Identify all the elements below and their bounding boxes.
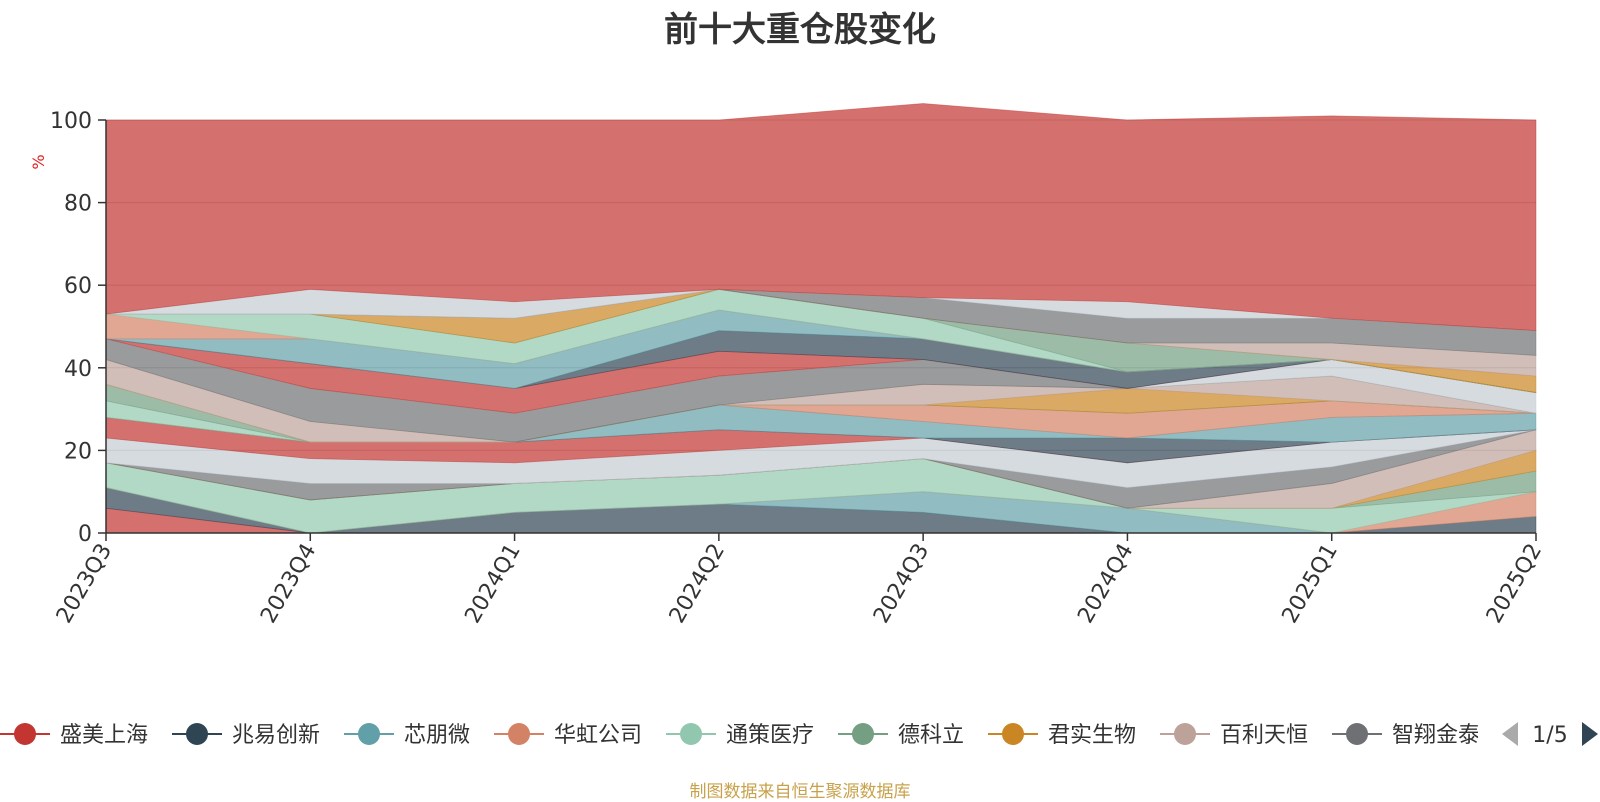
legend-label: 通策医疗	[726, 723, 814, 748]
legend-marker	[1002, 723, 1024, 745]
legend-item-3[interactable]: 芯朋微	[344, 723, 470, 748]
legend-label: 盛美上海	[60, 723, 148, 748]
legend-marker	[680, 723, 702, 745]
x-tick-label: 2023Q3	[52, 540, 117, 628]
y-tick-label: 20	[64, 439, 92, 464]
y-tick-label: 80	[64, 192, 92, 217]
legend-marker	[1174, 723, 1196, 745]
y-tick-label: 40	[64, 357, 92, 382]
y-tick-label: 0	[78, 522, 92, 547]
legend-marker	[852, 723, 874, 745]
legend-item-8[interactable]: 百利天恒	[1160, 723, 1308, 748]
legend-item-6[interactable]: 德科立	[838, 723, 964, 748]
legend-label: 芯朋微	[404, 723, 470, 748]
legend-marker	[14, 723, 36, 745]
legend-pager: 1/5	[1502, 722, 1598, 748]
legend-item-9[interactable]: 智翔金泰	[1332, 723, 1480, 748]
area-series-31	[105, 103, 1537, 332]
x-tick-label: 2024Q3	[869, 540, 934, 628]
area-series	[105, 103, 1537, 534]
legend-marker	[1346, 723, 1368, 745]
legend-label: 兆易创新	[232, 723, 320, 748]
x-tick-label: 2023Q4	[256, 540, 321, 628]
legend-item-7[interactable]: 君实生物	[988, 723, 1136, 748]
x-tick-label: 2025Q1	[1278, 540, 1343, 628]
legend-item-1[interactable]: 盛美上海	[0, 723, 148, 748]
legend-label: 华虹公司	[554, 723, 642, 748]
legend-marker	[358, 723, 380, 745]
legend-marker	[508, 723, 530, 745]
y-tick-label: 60	[64, 274, 92, 299]
legend-label: 德科立	[898, 723, 964, 748]
x-tick-label: 2024Q2	[665, 540, 730, 628]
legend-label: 智翔金泰	[1392, 723, 1480, 748]
legend-prev-arrow-icon[interactable]	[1502, 722, 1518, 746]
legend-next-arrow-icon[interactable]	[1582, 722, 1598, 746]
x-tick-label: 2025Q2	[1482, 540, 1547, 628]
legend-label: 君实生物	[1048, 723, 1136, 748]
legend-item-2[interactable]: 兆易创新	[172, 723, 320, 748]
legend-page-indicator: 1/5	[1532, 723, 1567, 748]
legend-marker	[186, 723, 208, 745]
x-tick-label: 2024Q1	[460, 540, 525, 628]
legend: 盛美上海 兆易创新 芯朋微 华虹公司 通策医疗 德科立 君实生物 百利天恒 智翔金泰 1/5	[0, 722, 1598, 748]
legend-label: 百利天恒	[1220, 723, 1308, 748]
y-tick-label: 100	[50, 109, 92, 134]
legend-item-4[interactable]: 华虹公司	[494, 723, 642, 748]
stacked-area-chart: 0 20 40 60 80 100 2023Q3 2023Q4 2024Q1 2024Q2 2024…	[29, 103, 1547, 628]
x-tick-label: 2024Q4	[1073, 540, 1138, 628]
data-source-note: 制图数据来自恒生聚源数据库	[689, 782, 911, 802]
legend-item-5[interactable]: 通策医疗	[666, 723, 814, 748]
y-axis-label: %	[29, 154, 48, 169]
chart-title: 前十大重仓股变化	[664, 10, 936, 50]
